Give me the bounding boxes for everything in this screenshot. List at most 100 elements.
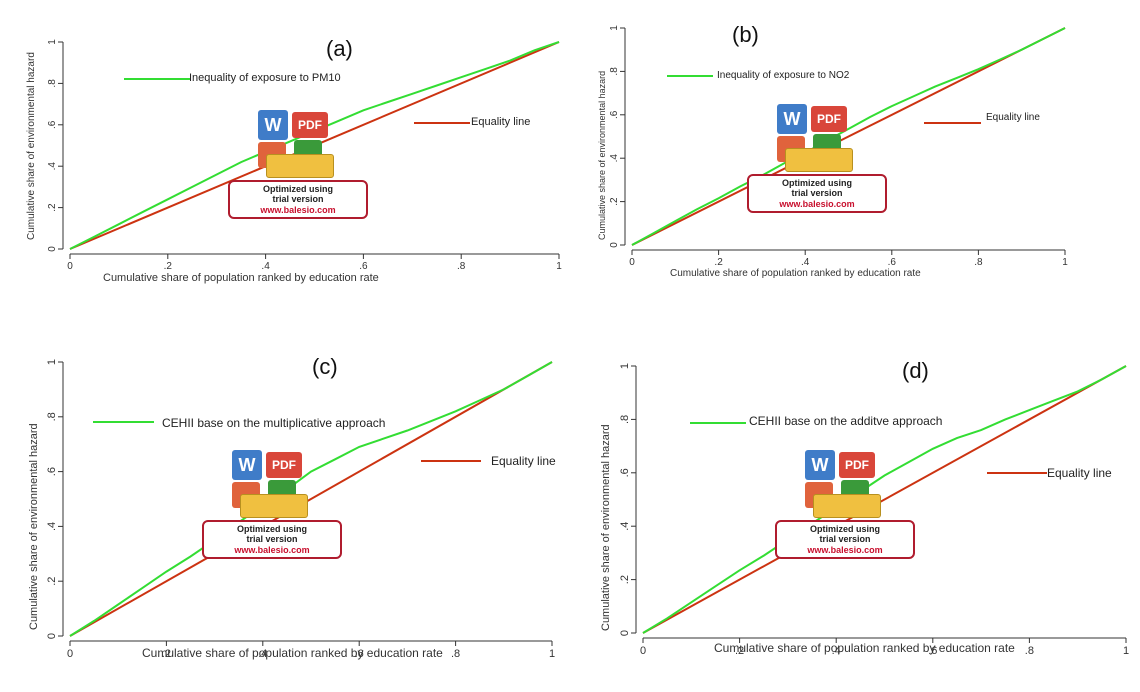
watermark-badge: W PDF Optimized using trial version www.bale… [775,450,933,560]
pdf-icon: PDF [266,452,302,478]
y-tick-label: 1 [47,39,58,45]
x-tick-label: .6 [355,648,364,660]
word-icon: W [258,110,288,140]
watermark-line2: trial version [819,534,871,545]
y-axis-title: Cumulative share of environmental hazard [28,423,40,630]
legend-key-equality [924,122,981,124]
watermark-line2: trial version [791,188,843,199]
x-tick-label: .8 [451,648,460,660]
folder-icon [813,494,881,518]
watermark-url: www.balesio.com [234,544,310,555]
y-tick-label: 0 [47,246,58,252]
y-tick-label: .6 [619,468,631,477]
watermark-url: www.balesio.com [807,544,883,555]
y-tick-label: 0 [609,242,620,248]
y-tick-label: .2 [46,577,58,586]
panel-label: (d) [902,358,929,383]
x-tick-label: .4 [258,648,267,660]
watermark-badge: W PDF Optimized using trial version www.bale… [747,104,905,214]
plot-svg: 0 .2 .4 .6 .8 1 0 .2 .4 .6 .8 1 [619,363,1129,657]
watermark-text-box: Optimized using trial version www.balesio.… [202,520,342,560]
legend-label-equality: Equality line [1047,466,1112,480]
folder-icon [240,494,308,518]
legend-label-curve: CEHII base on the additve approach [749,414,943,428]
y-tick-label: .4 [619,522,631,531]
equality-line [642,365,1127,634]
y-tick-label: .4 [46,522,58,531]
legend-key-curve [690,422,746,424]
watermark-url: www.balesio.com [260,204,336,215]
chart-panel-a: 0 .2 .4 .6 .8 1 0 .2 .4 .6 .8 1 (a) Inequality of exp… [8,14,575,296]
x-tick-label: 0 [629,257,635,268]
y-tick-label: .6 [47,120,58,129]
y-tick-label: .6 [46,467,58,476]
y-tick-label: .2 [47,203,58,212]
y-tick-label: .4 [47,162,58,171]
x-axis-title: Cumulative share of population ranked by… [142,646,443,660]
x-tick-label: .2 [735,645,744,657]
y-tick-label: .8 [609,67,620,76]
watermark-badge: W PDF Optimized using trial version www.bale… [228,110,386,220]
watermark-text-box: Optimized using trial version www.balesio.… [228,180,368,220]
x-tick-label: 1 [1062,257,1068,268]
y-tick-label: .8 [619,415,631,424]
watermark-line1: Optimized using [809,524,880,534]
concentration-curve [642,365,1127,634]
x-tick-label: .2 [162,648,171,660]
y-tick-label: .2 [609,197,620,206]
x-tick-label: .6 [928,645,937,657]
watermark-text-box: Optimized using trial version www.balesio.… [775,520,915,560]
watermark-line2: trial version [246,534,298,545]
folder-icon [266,154,334,178]
x-tick-label: .8 [1025,645,1034,657]
legend-label-equality: Equality line [491,454,556,468]
watermark-url: www.balesio.com [779,198,855,209]
legend-key-equality [987,472,1047,474]
pdf-icon: PDF [839,452,875,478]
legend-key-equality [414,122,470,124]
folder-icon [785,148,853,172]
y-tick-label: 0 [46,633,58,639]
equality-line [631,27,1066,246]
y-tick-label: .8 [46,412,58,421]
watermark-text-box: Optimized using trial version www.balesio.… [747,174,887,214]
x-tick-label: 0 [67,648,73,660]
panel-label: (c) [312,354,338,379]
legend-label-equality: Equality line [471,116,531,128]
x-tick-label: 1 [549,648,555,660]
legend-label-equality: Equality line [986,112,1040,123]
legend-label-curve: Inequality of exposure to NO2 [717,70,850,81]
pdf-icon: PDF [292,112,328,138]
y-tick-label: 1 [46,359,58,365]
legend-label-curve: CEHII base on the multiplicative approac… [162,416,386,430]
x-tick-label: 1 [556,261,562,272]
watermark-line1: Optimized using [262,184,333,194]
plot-svg: 0 .2 .4 .6 .8 1 0 .2 .4 .6 .8 1 [609,25,1068,268]
x-tick-label: .4 [261,261,270,272]
x-tick-label: .8 [974,257,983,268]
watermark-line1: Optimized using [236,524,307,534]
y-tick-label: .4 [609,154,620,163]
x-tick-label: .6 [359,261,368,272]
legend-key-equality [421,460,481,462]
word-icon: W [777,104,807,134]
pdf-icon: PDF [811,106,847,132]
panel-label: (b) [732,22,759,47]
x-tick-label: .4 [832,645,841,657]
x-tick-label: 0 [67,261,73,272]
y-tick-label: .8 [47,79,58,88]
x-tick-label: .4 [801,257,810,268]
word-icon: W [805,450,835,480]
chart-panel-d: 0 .2 .4 .6 .8 1 0 .2 .4 .6 .8 1 (d) CEHII base on the… [577,340,1140,692]
x-tick-label: 0 [640,645,646,657]
concentration-curve [631,27,1066,246]
equality-line [69,361,553,637]
word-icon: W [232,450,262,480]
watermark-line1: Optimized using [781,178,852,188]
y-tick-label: 1 [609,25,620,31]
y-axis-title: Cumulative share of environmental hazard [26,52,37,240]
x-tick-label: 1 [1123,645,1129,657]
x-axis-title: Cumulative share of population ranked by… [670,268,921,279]
y-axis-title: Cumulative share of environmental hazard [597,70,607,240]
y-tick-label: .2 [619,575,631,584]
